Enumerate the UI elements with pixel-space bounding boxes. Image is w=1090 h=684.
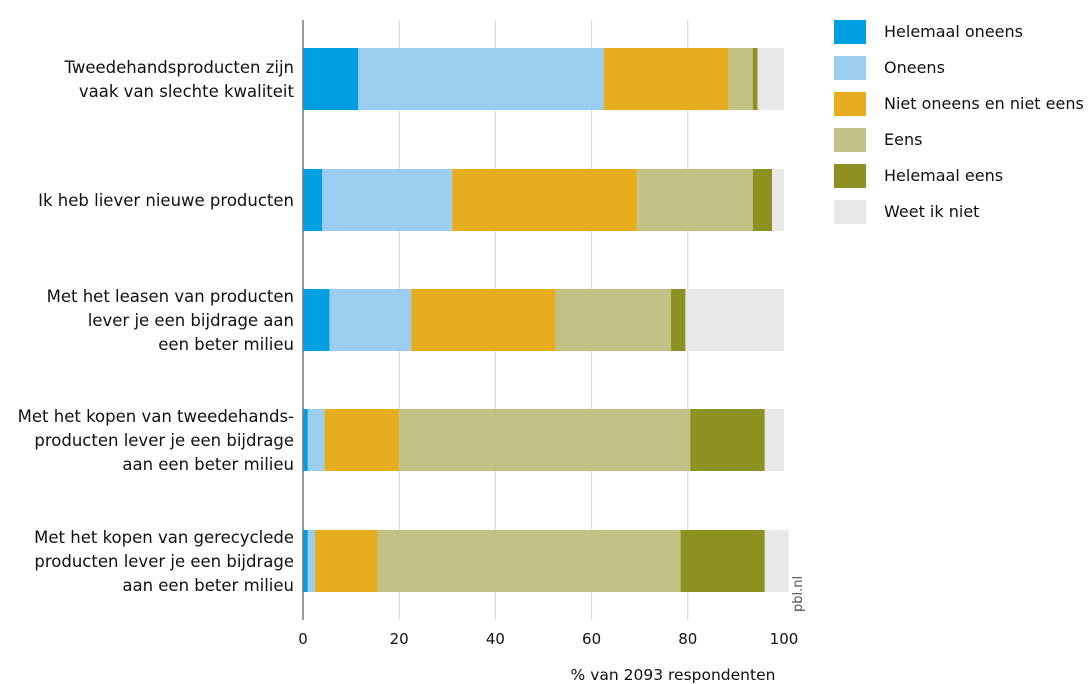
legend-swatch [834,164,866,188]
bar-segment-row3-eens [555,289,671,351]
category-label: aan een beter milieu [122,455,294,474]
category-label: aan een beter milieu [122,576,294,595]
bar-segment-row4-eens [399,409,691,471]
category-label: producten lever je een bijdrage [34,552,294,571]
bar-segment-row4-weet-ik-niet [764,409,784,471]
legend-label: Weet ik niet [884,202,979,221]
bar-segment-row4-helemaal-oneens [303,409,308,471]
legend-label: Eens [884,130,922,149]
category-label: Tweedehandsproducten zijn [64,58,294,77]
bar-segment-row4-helemaal-eens [690,409,765,471]
bar-segment-row5-weet-ik-niet [764,530,789,592]
bar-segment-row1-niet-oneens-en-niet-eens [603,48,729,110]
legend-label: Helemaal oneens [884,22,1023,41]
bar-segment-row5-helemaal-eens [680,530,765,592]
bar-area [303,48,789,592]
legend-swatch [834,20,866,44]
bar-segment-row3-helemaal-eens [670,289,686,351]
x-axis-label: % van 2093 respondenten [571,666,776,684]
x-tick-label: 100 [770,630,799,648]
bar-segment-row4-niet-oneens-en-niet-eens [324,409,400,471]
legend-label: Niet oneens en niet eens [884,94,1084,113]
bar-segment-row1-helemaal-oneens [303,48,359,110]
bar-segment-row2-oneens [322,169,453,231]
source-label: pbl.nl [791,576,806,612]
x-tick-label: 40 [486,630,505,648]
legend-swatch [834,128,866,152]
x-tick-label: 60 [582,630,601,648]
legend-swatch [834,92,866,116]
bar-segment-row2-helemaal-oneens [303,169,323,231]
x-tick-label: 20 [390,630,409,648]
category-label: lever je een bijdrage aan [88,311,294,330]
category-label: Met het kopen van tweedehands- [18,407,294,426]
bar-segment-row1-weet-ik-niet [757,48,784,110]
bar-segment-row2-eens [637,169,753,231]
legend: Helemaal oneens Oneens Niet oneens en niet… [834,20,1084,224]
bar-segment-row3-helemaal-oneens [303,289,330,351]
legend-swatch [834,200,866,224]
category-label: producten lever je een bijdrage [34,431,294,450]
bar-segment-row4-oneens [307,409,325,471]
bar-segment-row2-niet-oneens-en-niet-eens [452,169,638,231]
x-tick-labels: 0 20 40 60 80 100 [298,630,798,648]
bar-segment-row5-oneens [307,530,316,592]
category-label: een beter milieu [158,335,294,354]
bar-segment-row5-eens [377,530,681,592]
legend-swatch [834,56,866,80]
legend-label: Oneens [884,58,945,77]
category-label: Met het leasen van producten [47,287,294,306]
bar-segment-row3-niet-oneens-en-niet-eens [411,289,556,351]
category-labels: Tweedehandsproducten zijn vaak van slecht… [18,58,295,595]
bar-segment-row1-helemaal-eens [752,48,758,110]
legend-label: Helemaal eens [884,166,1003,185]
bar-segment-row3-weet-ik-niet [685,289,784,351]
bar-segment-row1-oneens [358,48,604,110]
bar-segment-row2-helemaal-eens [752,169,772,231]
category-label: vaak van slechte kwaliteit [79,82,295,101]
x-tick-label: 0 [298,630,308,648]
category-label: Ik heb liever nieuwe producten [38,191,294,210]
bar-segment-row5-helemaal-oneens [303,530,308,592]
bar-segment-row3-oneens [329,289,412,351]
category-label: Met het kopen van gerecyclede [34,528,294,547]
bar-segment-row5-niet-oneens-en-niet-eens [315,530,378,592]
bar-segment-row1-eens [728,48,753,110]
x-tick-label: 80 [678,630,697,648]
bar-segment-row2-weet-ik-niet [771,169,784,231]
